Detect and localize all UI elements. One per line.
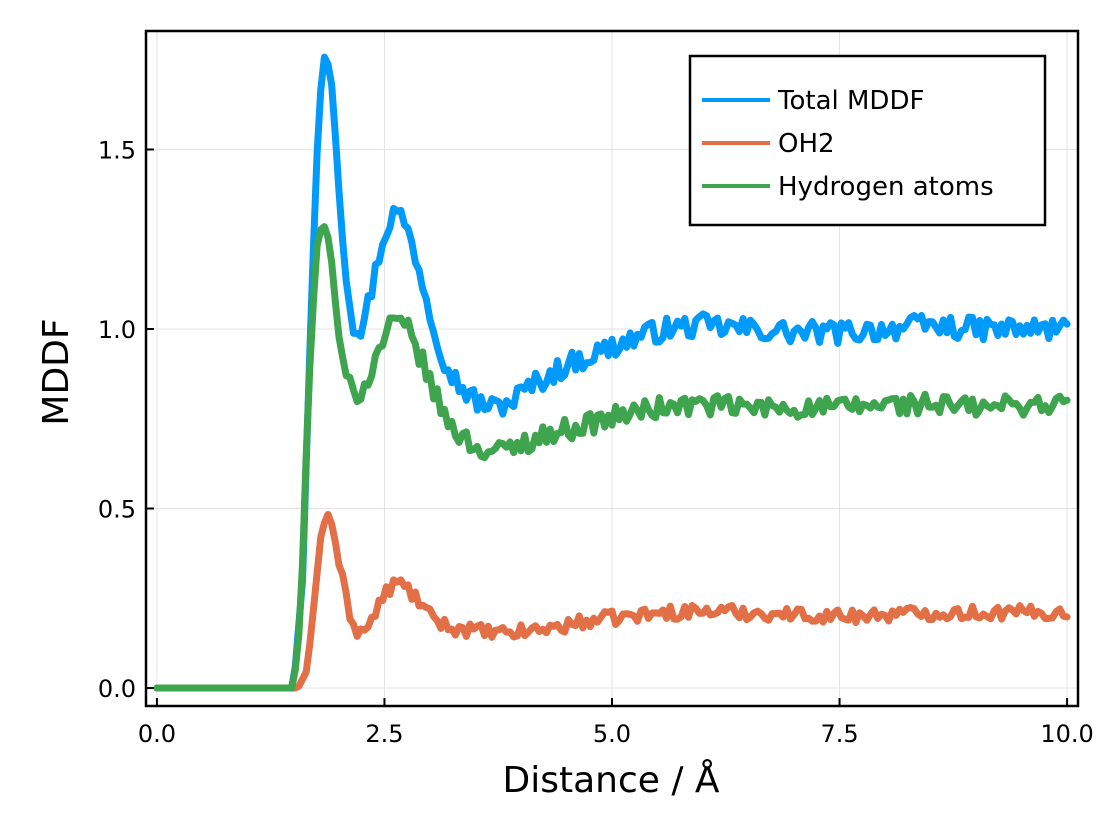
y-axis-title: MDDF [36,318,77,425]
legend-label: OH2 [778,129,835,159]
x-tick-label: 2.5 [365,720,403,748]
y-tick-label: 1.5 [98,136,136,164]
legend-label: Hydrogen atoms [778,172,994,202]
y-tick-label: 0.0 [98,675,136,703]
x-tick-label: 10.0 [1040,720,1093,748]
axis-ticks: 0.0 2.5 5.0 7.5 10.0 0.0 0.5 1.0 1.5 [98,136,1094,748]
legend-box [688,54,1047,227]
x-tick-label: 7.5 [820,720,858,748]
legend-label: Total MDDF [777,86,924,116]
legend-entries: Total MDDF OH2 Hydrogen atoms [702,86,994,202]
legend: Total MDDF OH2 Hydrogen atoms [688,54,1047,227]
x-tick-label: 5.0 [593,720,631,748]
x-tick-label: 0.0 [138,720,176,748]
x-axis-title: Distance / Å [502,758,719,801]
series-line-oh2 [153,511,1071,692]
series-lines [153,53,1071,692]
series-line-hydrogen-atoms [153,223,1071,692]
y-tick-label: 0.5 [98,496,136,524]
y-tick-label: 1.0 [98,316,136,344]
